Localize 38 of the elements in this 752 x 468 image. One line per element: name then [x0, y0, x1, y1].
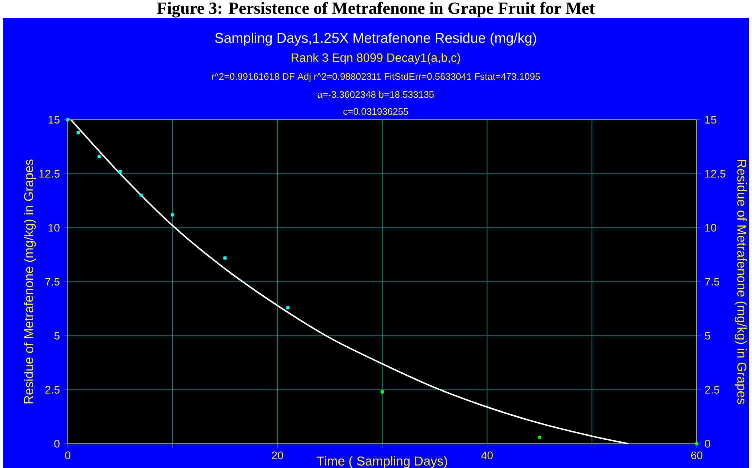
point	[286, 306, 290, 310]
x-tick-label: 40	[481, 452, 493, 460]
chart-title: Sampling Days,1.25X Metrafenone Residue (mg/kg)	[215, 32, 536, 46]
y-tick-label: 12.5	[40, 170, 60, 178]
point	[66, 118, 70, 122]
y-tick-label: 0	[54, 440, 60, 448]
text: c=0.031936255	[344, 108, 408, 116]
y2-axis-title: Residue of Metrafenone (mg/kg) in Grapes	[734, 160, 748, 404]
y2-tick-label: 2.5	[705, 386, 720, 394]
point	[118, 170, 122, 174]
y2-tick-label: 10	[706, 224, 717, 232]
caption: Figure 3: Persistence of Metrafenone in Grape Fruit for Met	[157, 2, 595, 18]
y-tick-label: 15	[48, 116, 60, 124]
point	[538, 436, 542, 440]
y2-tick-label: 7.5	[705, 278, 720, 286]
y2-tick-label: 5	[705, 332, 710, 340]
point	[76, 131, 80, 135]
y-axis-title: Residue of Metrafenone (mg/kg) in Grapes	[24, 160, 36, 404]
y-tick-label: 5	[54, 332, 60, 340]
text: r^2=0.99161618 DF Adj r^2=0.98802311 FitStdErr=0.5633041 Fstat=473.1095	[212, 73, 540, 82]
chart-subtitle: Rank 3 Eqn 8099 Decay1(a,b,c)	[292, 53, 460, 64]
y-tick-label: 2.5	[46, 386, 60, 394]
x-tick-label: 60	[691, 452, 703, 460]
y2-tick-label: 15	[706, 116, 717, 124]
x-tick-label: 0	[65, 452, 71, 460]
x-axis-title: Time ( Sampling Days)	[317, 456, 448, 468]
point	[98, 155, 102, 158]
x-tick-label: 20	[272, 452, 284, 460]
y2-tick-label: 0	[705, 440, 710, 448]
y-tick-label: 7.5	[46, 278, 60, 286]
y2-tick-label: 12.5	[706, 170, 726, 178]
text: a=-3.3602348 b=18.533135	[318, 91, 434, 98]
y-tick-label: 10	[48, 224, 60, 232]
line-series	[70, 120, 630, 444]
point	[224, 256, 227, 260]
point	[140, 194, 143, 198]
point	[171, 213, 174, 217]
point	[380, 390, 384, 394]
